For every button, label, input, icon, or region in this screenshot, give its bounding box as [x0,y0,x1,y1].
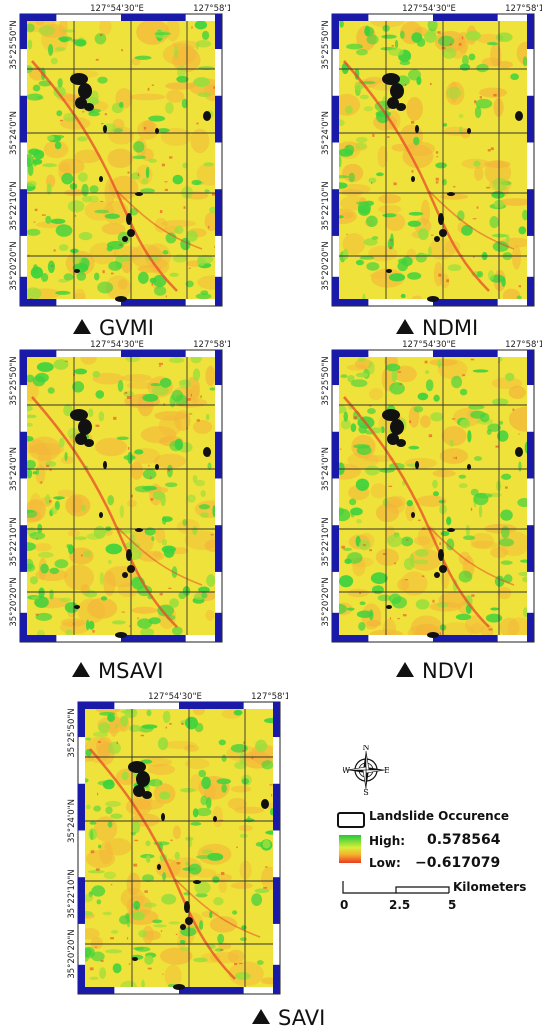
scale-unit: Kilometers [453,880,527,894]
scale-bar [342,881,450,894]
left-tick-label: 35°24'0"N [321,447,331,491]
compass-w: W [343,766,351,775]
caption-ndmi: NDMI [396,316,478,340]
high-value: 0.578564 [427,832,501,848]
map-panel-gvmi: 127°54'30"E 127°58'10"E 35°25'50"N 35°24'0"… [4,2,230,314]
high-label: High: [369,834,406,848]
caption-msavi: MSAVI [72,659,163,683]
map-panel-msavi: 127°54'30"E 127°58'10"E 35°25'50"N 35°24'0"… [4,338,230,650]
low-label: Low: [369,856,401,870]
caption-gvmi: GVMI [73,316,154,340]
left-tick-label: 35°20'20"N [321,241,331,290]
compass-rose-icon: N S E W [343,745,389,795]
left-tick-label: 35°20'20"N [67,929,77,978]
caption-savi: SAVI [252,1006,325,1030]
low-value: −0.617079 [415,855,501,871]
compass-s: S [363,788,368,795]
map-panel-savi: 127°54'30"E 127°58'10"E 35°25'50"N 35°24'0"… [62,690,288,1002]
map-msavi: 127°54'30"E 127°58'10"E 35°25'50"N 35°24'0"… [9,340,230,643]
compass-n: N [363,745,370,752]
left-tick-label: 35°24'0"N [321,111,331,155]
caption-msavi-text: MSAVI [98,659,164,683]
triangle-icon [252,1009,270,1024]
caption-ndvi-text: NDVI [422,659,475,683]
top-tick-label: 127°54'30"E [402,340,456,350]
landslide-symbol [337,812,365,828]
left-tick-label: 35°20'20"N [9,577,19,626]
landslide-label: Landslide Occurence [369,809,509,823]
left-tick-label: 35°25'50"N [321,20,331,69]
triangle-icon [396,319,414,334]
scale-tick-1: 2.5 [389,898,411,912]
map-panel-ndmi: 127°54'30"E 127°58'10"E 35°25'50"N 35°24'0"… [316,2,542,314]
top-tick-label: 127°54'30"E [90,4,144,14]
caption-ndmi-text: NDMI [422,316,479,340]
top-tick-label: 127°54'30"E [402,4,456,14]
top-tick-label: 127°58'10"E [505,340,542,350]
left-tick-label: 35°25'50"N [9,356,19,405]
map-savi: 127°54'30"E 127°58'10"E 35°25'50"N 35°24'0"… [67,692,288,995]
ndvi-color-ramp [339,835,361,863]
left-tick-label: 35°20'20"N [9,241,19,290]
caption-savi-text: SAVI [278,1006,326,1030]
caption-gvmi-text: GVMI [99,316,154,340]
compass-e: E [384,766,389,775]
top-tick-label: 127°58'10"E [505,4,542,14]
left-tick-label: 35°22'10"N [321,181,331,230]
map-ndvi: 127°54'30"E 127°58'10"E 35°25'50"N 35°24'0"… [321,340,542,643]
triangle-icon [73,319,91,334]
left-tick-label: 35°25'50"N [9,20,19,69]
top-tick-label: 127°54'30"E [90,340,144,350]
left-tick-label: 35°24'0"N [9,111,19,155]
top-tick-label: 127°58'10"E [193,340,230,350]
caption-ndvi: NDVI [396,659,474,683]
top-tick-label: 127°58'10"E [251,692,288,702]
triangle-icon [396,662,414,677]
top-tick-label: 127°58'10"E [193,4,230,14]
legend: N S E W Landslide Occurence High: 0.5785… [335,745,545,915]
triangle-icon [72,662,90,677]
left-tick-label: 35°22'10"N [9,181,19,230]
map-gvmi: 127°54'30"E 127°58'10"E 35°25'50"N 35°24'0"… [9,4,230,307]
map-ndmi: 127°54'30"E 127°58'10"E 35°25'50"N 35°24'0"… [321,4,542,307]
scale-tick-0: 0 [340,898,349,912]
map-panel-ndvi: 127°54'30"E 127°58'10"E 35°25'50"N 35°24'0"… [316,338,542,650]
left-tick-label: 35°22'10"N [321,517,331,566]
top-tick-label: 127°54'30"E [148,692,202,702]
left-tick-label: 35°25'50"N [67,708,77,757]
left-tick-label: 35°22'10"N [67,869,77,918]
left-tick-label: 35°20'20"N [321,577,331,626]
left-tick-label: 35°24'0"N [67,799,77,843]
left-tick-label: 35°24'0"N [9,447,19,491]
left-tick-label: 35°25'50"N [321,356,331,405]
left-tick-label: 35°22'10"N [9,517,19,566]
scale-tick-2: 5 [448,898,457,912]
